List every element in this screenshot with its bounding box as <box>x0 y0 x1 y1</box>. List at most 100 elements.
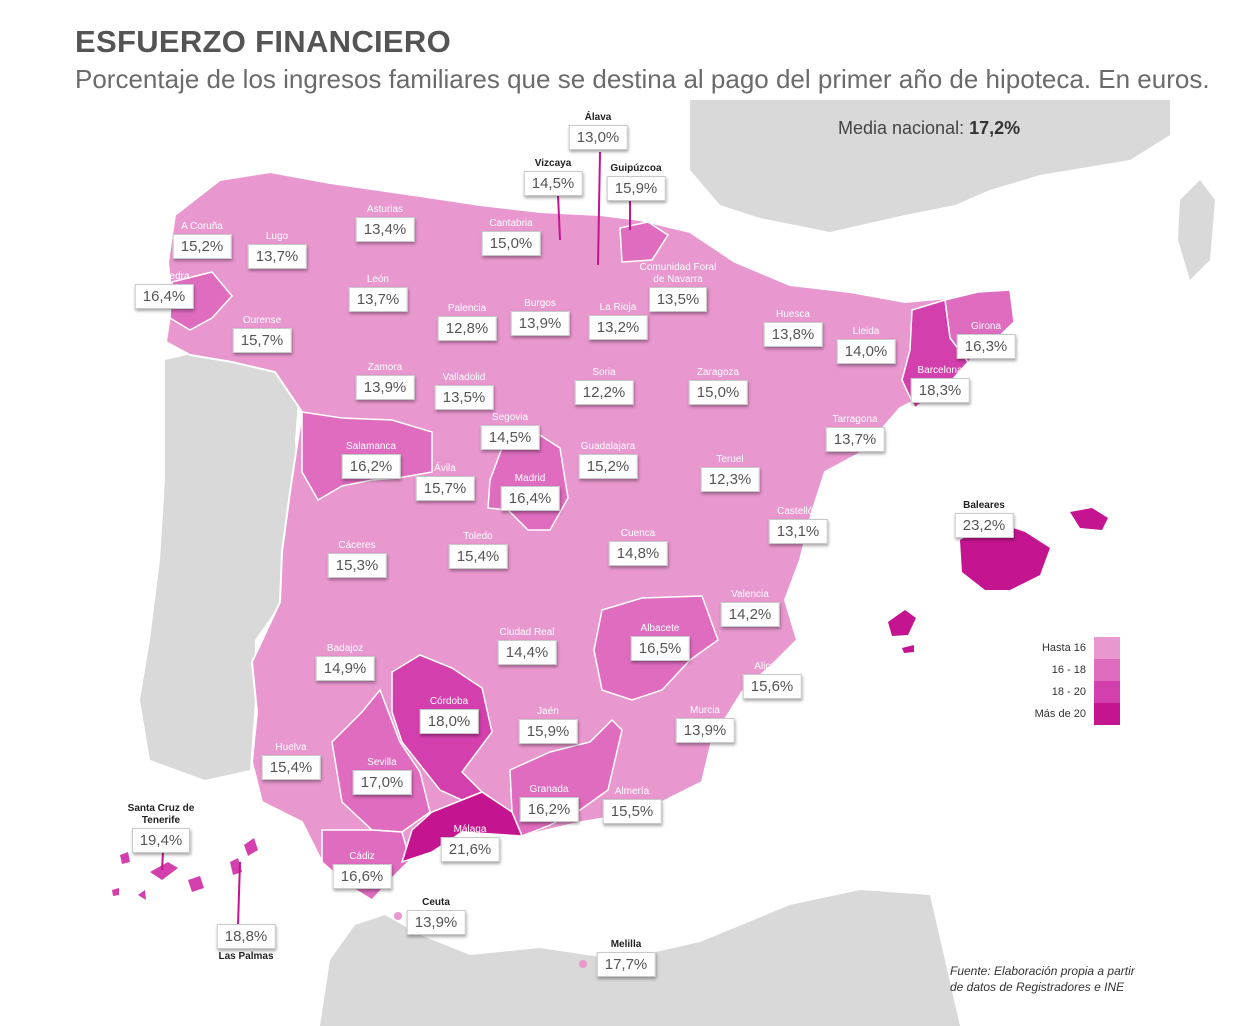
province-value: 15,5% <box>602 799 662 824</box>
province-value: 13,9% <box>510 311 570 336</box>
province-value: 15,4% <box>448 544 508 569</box>
province-label: Vizcaya 14,5% <box>523 158 583 196</box>
province-name: Málaga <box>453 824 487 835</box>
province-value: 15,2% <box>578 454 638 479</box>
province-value: 16,6% <box>332 864 392 889</box>
province-label: Teruel 12,3% <box>700 454 760 492</box>
province-label: Álava 13,0% <box>568 112 628 150</box>
tenerife-islands <box>112 852 178 900</box>
province-name: Tarragona <box>832 414 878 425</box>
province-label: Granada 16,2% <box>519 784 579 822</box>
province-label: Zamora 13,9% <box>355 362 415 400</box>
province-name: Granada <box>529 784 569 795</box>
province-value: 15,9% <box>606 176 666 201</box>
province-name: Huelva <box>275 742 307 753</box>
province-name: Guipúzcoa <box>610 163 662 174</box>
province-name: Asturias <box>366 204 404 215</box>
province-value: 16,2% <box>519 797 579 822</box>
national-average-label: Media nacional: <box>838 118 965 138</box>
mallorca-island <box>960 522 1050 590</box>
province-label: Almería 15,5% <box>602 786 662 824</box>
province-value: 17,7% <box>596 952 656 977</box>
province-name: Barcelona <box>917 365 963 376</box>
province-name: Ávila <box>434 463 456 474</box>
province-name: Palencia <box>447 303 487 314</box>
province-label: Alicante 15,6% <box>742 661 802 699</box>
province-value: 14,5% <box>523 171 583 196</box>
province-label: Toledo 15,4% <box>448 531 508 569</box>
guipuzcoa-region <box>619 221 670 263</box>
province-label: Ceuta 13,9% <box>406 897 466 935</box>
province-value: 13,9% <box>406 910 466 935</box>
formentera-island <box>902 645 914 653</box>
province-name: Murcia <box>689 705 721 716</box>
province-label: Madrid 16,4% <box>500 473 560 511</box>
province-label: Valencia 14,2% <box>720 589 780 627</box>
province-label: Badajoz 14,9% <box>315 643 375 681</box>
province-label: Ávila 15,7% <box>415 463 475 501</box>
province-label: Segovia 14,5% <box>480 412 540 450</box>
province-value: 18,0% <box>419 709 479 734</box>
legend-label: Más de 20 <box>1034 708 1086 720</box>
ibiza-island <box>888 610 916 636</box>
province-value: 13,2% <box>588 315 648 340</box>
province-value: 14,2% <box>720 602 780 627</box>
province-label: Castellón 13,1% <box>768 506 828 544</box>
province-value: 13,0% <box>568 125 628 150</box>
legend-swatch <box>1094 659 1120 681</box>
province-name: Albacete <box>640 623 680 634</box>
province-value: 12,3% <box>700 467 760 492</box>
province-value: 12,2% <box>574 380 634 405</box>
province-value: 15,0% <box>481 231 541 256</box>
legend-swatch <box>1094 681 1120 703</box>
province-name: Ciudad Real <box>499 627 555 638</box>
province-label: Pontevedra 16,4% <box>134 271 194 309</box>
legend: Hasta 16 16 - 18 18 - 20 Más de 20 <box>1000 637 1120 725</box>
legend-label: 18 - 20 <box>1051 686 1086 698</box>
province-value: 15,6% <box>742 674 802 699</box>
legend-item: Más de 20 <box>1000 703 1120 725</box>
province-value: 13,8% <box>763 322 823 347</box>
province-name: Cantabria <box>489 218 533 229</box>
province-name: Sevilla <box>367 757 397 768</box>
province-value: 15,4% <box>261 755 321 780</box>
legend-swatch <box>1094 637 1120 659</box>
province-value: 15,2% <box>172 234 232 259</box>
page-title: ESFUERZO FINANCIERO <box>75 24 451 59</box>
province-label: Córdoba 18,0% <box>419 696 479 734</box>
province-name: Ceuta <box>422 897 450 908</box>
province-label: Valladolid 13,5% <box>434 372 494 410</box>
province-value: 13,9% <box>355 375 415 400</box>
province-name: Cuenca <box>620 528 656 539</box>
legend-label: 16 - 18 <box>1051 664 1086 676</box>
province-value: 15,9% <box>518 719 578 744</box>
province-name: Córdoba <box>429 696 469 707</box>
province-label: Málaga 21,6% <box>440 824 500 862</box>
province-label: Huesca 13,8% <box>763 309 823 347</box>
national-average: Media nacional: 17,2% <box>838 118 1020 139</box>
province-name: Lugo <box>265 231 289 242</box>
province-value: 13,9% <box>675 718 735 743</box>
page-subtitle: Porcentaje de los ingresos familiares qu… <box>75 64 1210 94</box>
province-value: 15,7% <box>415 476 475 501</box>
province-value: 16,3% <box>956 334 1016 359</box>
province-name: Baleares <box>963 500 1005 511</box>
portugal-land <box>140 345 300 780</box>
province-name: Vizcaya <box>534 158 572 169</box>
province-name: Burgos <box>524 298 556 309</box>
province-name: Pontevedra <box>138 271 190 282</box>
province-label: Palencia 12,8% <box>437 303 497 341</box>
province-value: 14,5% <box>480 425 540 450</box>
legend-label: Hasta 16 <box>1041 642 1086 654</box>
province-value: 12,8% <box>437 316 497 341</box>
province-label: Salamanca 16,2% <box>341 441 401 479</box>
province-name: Jaén <box>537 706 559 717</box>
legend-item: Hasta 16 <box>1000 637 1120 659</box>
province-name: Alicante <box>754 661 790 672</box>
sevilla-region <box>331 688 431 833</box>
province-name: Almería <box>614 786 650 797</box>
province-label: Huelva 15,4% <box>261 742 321 780</box>
province-name: Lleida <box>852 326 880 337</box>
province-name: Ourense <box>242 315 282 326</box>
province-label: Zaragoza 15,0% <box>688 367 748 405</box>
